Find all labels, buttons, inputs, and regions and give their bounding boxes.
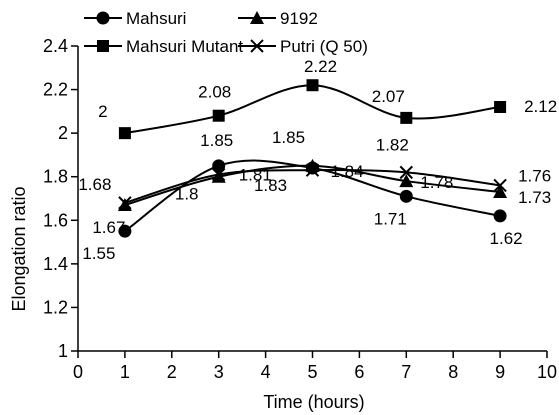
data-point-square <box>212 109 225 122</box>
series-mahsuri-mutant <box>118 79 507 140</box>
y-tick-label: 1.2 <box>43 297 68 317</box>
legend-label: 9192 <box>280 9 318 28</box>
data-point-triangle <box>305 158 320 172</box>
data-point-circle <box>212 159 226 173</box>
legend-marker-circle <box>96 11 110 25</box>
data-point-circle <box>118 224 132 238</box>
legend-item-mahsuri-mutant: Mahsuri Mutant <box>84 37 243 56</box>
data-label: 2.08 <box>198 83 231 102</box>
series-layer <box>117 79 508 238</box>
data-point-x <box>493 178 507 193</box>
data-point-x <box>211 167 226 182</box>
legend-label: Putri (Q 50) <box>280 37 368 56</box>
y-tick-label: 1.4 <box>43 254 68 274</box>
data-label: 1.67 <box>92 218 125 237</box>
y-tick-label: 1.6 <box>43 210 68 230</box>
y-tick-label: 2.4 <box>43 36 68 56</box>
data-label: 1.84 <box>331 162 364 181</box>
x-tick-label: 0 <box>73 362 83 382</box>
data-point-square <box>494 101 507 113</box>
data-point-x <box>399 165 414 180</box>
legend-label: Mahsuri Mutant <box>126 37 243 56</box>
data-label: 1.78 <box>420 173 453 192</box>
x-tick-label: 4 <box>261 362 271 382</box>
data-label: 1.73 <box>518 188 551 207</box>
data-point-triangle <box>211 169 226 183</box>
y-tick-label: 1.8 <box>43 167 68 187</box>
data-label: 1.82 <box>376 135 409 154</box>
x-tick-label: 5 <box>307 362 317 382</box>
legend-item-mahsuri: Mahsuri <box>84 9 186 28</box>
data-point-triangle <box>493 184 508 198</box>
data-label: 1.76 <box>518 166 551 185</box>
data-label: 2.07 <box>372 87 405 106</box>
data-point-circle <box>493 209 507 223</box>
y-axis-title: Elongation ratio <box>9 186 29 311</box>
data-point-square <box>306 79 319 92</box>
series-9192 <box>117 158 508 212</box>
legend-item-putri-q-50: Putri (Q 50) <box>238 37 368 56</box>
series-line <box>124 84 501 135</box>
data-label: 2.22 <box>304 57 337 76</box>
x-tick-label: 6 <box>354 362 364 382</box>
legend-marker-x <box>250 39 264 53</box>
y-tick-label: 1 <box>58 341 68 361</box>
x-tick-label: 7 <box>401 362 411 382</box>
x-tick-label: 9 <box>495 362 505 382</box>
legend: Mahsuri 9192 Mahsuri Mutant Putri (Q 50) <box>84 9 368 56</box>
data-point-x <box>118 196 132 210</box>
data-labels: 1.55 1.85 1.84 1.71 1.62 1.67 1.8 1.85 1.78 1.73 2… <box>78 57 557 263</box>
x-tick-label: 3 <box>214 362 224 382</box>
data-label: 1.85 <box>272 128 305 147</box>
series-putri-q-50 <box>118 163 507 210</box>
x-tick-label: 10 <box>537 362 557 382</box>
data-point-square <box>118 127 131 140</box>
data-point-triangle <box>399 174 414 188</box>
legend-label: Mahsuri <box>126 9 186 28</box>
data-point-circle <box>399 189 413 203</box>
data-label: 1.83 <box>254 176 287 195</box>
data-label: 2 <box>98 102 107 121</box>
legend-marker-triangle <box>250 11 264 24</box>
data-label: 1.81 <box>239 166 272 185</box>
x-tick-label: 2 <box>167 362 177 382</box>
data-label: 1.85 <box>200 131 233 150</box>
y-tick-label: 2.2 <box>43 80 68 100</box>
data-label: 1.62 <box>490 229 523 248</box>
y-tick-label: 2 <box>58 123 68 143</box>
data-point-square <box>400 111 413 124</box>
data-label: 1.68 <box>78 175 111 194</box>
data-label: 1.71 <box>374 209 407 228</box>
x-axis-title: Time (hours) <box>263 392 364 412</box>
data-point-x <box>305 163 320 177</box>
chart-axes: 11.21.41.61.822.22.40 1 2 3 4 5 6 7 8 9 10 <box>43 36 557 382</box>
data-label: 1.8 <box>175 185 199 204</box>
data-label: 1.55 <box>82 244 115 263</box>
legend-marker-square <box>97 40 109 52</box>
data-label: 2.12 <box>524 97 557 116</box>
data-point-triangle <box>117 198 132 212</box>
legend-item-9192: 9192 <box>238 9 318 28</box>
x-tick-label: 1 <box>120 362 130 382</box>
x-tick-label: 8 <box>448 362 458 382</box>
